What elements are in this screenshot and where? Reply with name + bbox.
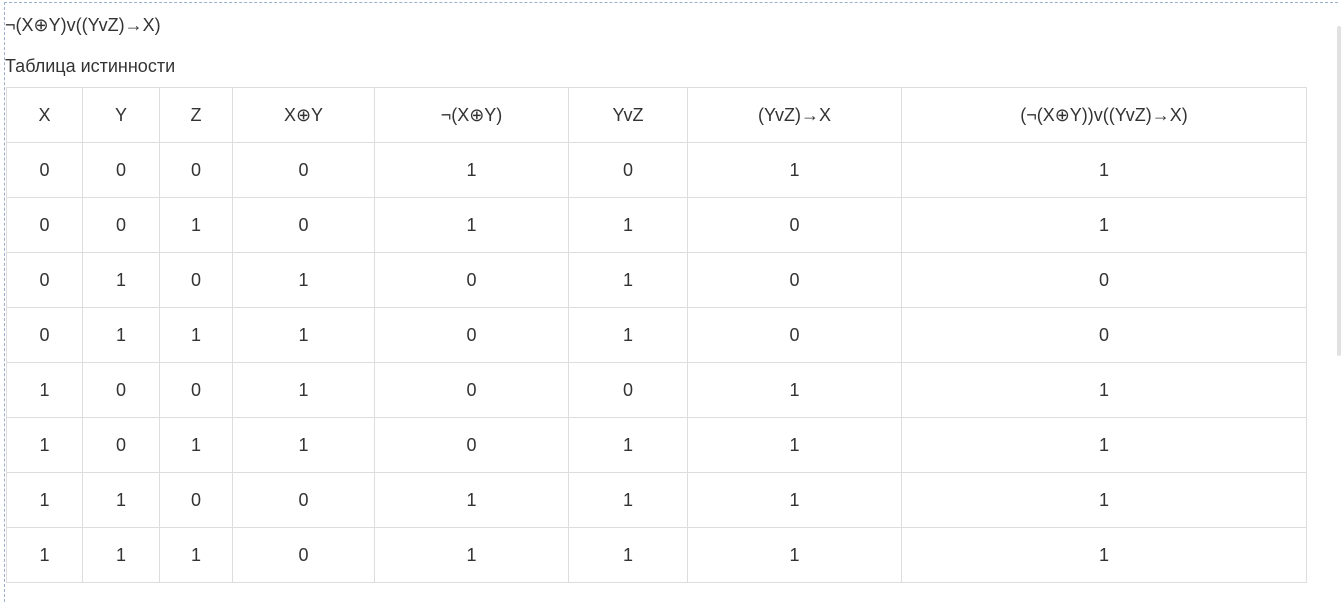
table-cell: 0 xyxy=(568,362,688,418)
header-cell: ¬(X⊕Y) xyxy=(374,87,569,143)
table-cell: 0 xyxy=(232,527,375,583)
table-cell: 0 xyxy=(374,307,569,363)
table-cell: 1 xyxy=(568,472,688,528)
header-cell: X⊕Y xyxy=(232,87,375,143)
table-row: 1 0 0 1 0 0 1 1 xyxy=(6,362,1307,418)
table-cell: 1 xyxy=(374,527,569,583)
table-cell: 1 xyxy=(568,197,688,253)
table-cell: 0 xyxy=(82,417,160,473)
table-cell: 1 xyxy=(687,362,902,418)
table-cell: 1 xyxy=(901,417,1307,473)
table-cell: 1 xyxy=(82,252,160,308)
table-row: 1 0 1 1 0 1 1 1 xyxy=(6,417,1307,473)
header-cell: Y xyxy=(82,87,160,143)
table-cell: 0 xyxy=(82,142,160,198)
table-cell: 0 xyxy=(6,142,83,198)
table-cell: 0 xyxy=(374,362,569,418)
table-cell: 1 xyxy=(6,417,83,473)
table-cell: 1 xyxy=(159,307,233,363)
table-cell: 0 xyxy=(568,142,688,198)
content-frame xyxy=(4,2,1338,602)
table-cell: 1 xyxy=(901,472,1307,528)
table-cell: 1 xyxy=(374,142,569,198)
table-cell: 1 xyxy=(568,307,688,363)
table-cell: 1 xyxy=(901,527,1307,583)
table-cell: 1 xyxy=(901,142,1307,198)
table-cell: 1 xyxy=(374,472,569,528)
table-cell: 0 xyxy=(232,472,375,528)
table-caption: Таблица истинности xyxy=(5,56,176,76)
formula-text: ¬(X⊕Y)v((YvZ)→X) xyxy=(5,15,161,35)
header-cell: Z xyxy=(159,87,233,143)
table-cell: 1 xyxy=(232,417,375,473)
table-cell: 0 xyxy=(687,307,902,363)
table-cell: 0 xyxy=(901,307,1307,363)
table-cell: 1 xyxy=(82,307,160,363)
table-cell: 0 xyxy=(159,142,233,198)
table-cell: 1 xyxy=(6,362,83,418)
table-row: 1 1 1 0 1 1 1 1 xyxy=(6,527,1307,583)
header-cell: (YvZ)→X xyxy=(687,87,902,143)
table-cell: 0 xyxy=(159,472,233,528)
table-row: 0 0 1 0 1 1 0 1 xyxy=(6,197,1307,253)
table-cell: 1 xyxy=(901,197,1307,253)
table-cell: 1 xyxy=(6,527,83,583)
table-cell: 0 xyxy=(159,252,233,308)
table-cell: 1 xyxy=(232,252,375,308)
table-row: 1 1 0 0 1 1 1 1 xyxy=(6,472,1307,528)
table-row: 0 0 0 0 1 0 1 1 xyxy=(6,142,1307,198)
table-cell: 1 xyxy=(687,527,902,583)
header-cell: (¬(X⊕Y))v((YvZ)→X) xyxy=(901,87,1307,143)
table-cell: 1 xyxy=(159,417,233,473)
header-cell: X xyxy=(6,87,83,143)
table-cell: 0 xyxy=(6,252,83,308)
table-cell: 1 xyxy=(232,307,375,363)
table-cell: 0 xyxy=(6,197,83,253)
table-cell: 0 xyxy=(82,197,160,253)
table-header-row: X Y Z X⊕Y ¬(X⊕Y) YvZ (YvZ)→X (¬(X⊕Y))v((… xyxy=(6,87,1307,143)
table-cell: 0 xyxy=(687,197,902,253)
table-cell: 1 xyxy=(232,362,375,418)
table-cell: 1 xyxy=(159,197,233,253)
table-cell: 0 xyxy=(374,252,569,308)
table-cell: 0 xyxy=(82,362,160,418)
table-cell: 1 xyxy=(687,472,902,528)
table-cell: 1 xyxy=(568,417,688,473)
table-cell: 1 xyxy=(687,417,902,473)
table-cell: 0 xyxy=(901,252,1307,308)
table-cell: 0 xyxy=(159,362,233,418)
table-cell: 1 xyxy=(82,527,160,583)
table-row: 0 1 1 1 0 1 0 0 xyxy=(6,307,1307,363)
table-cell: 0 xyxy=(232,142,375,198)
table-cell: 1 xyxy=(6,472,83,528)
table-cell: 0 xyxy=(232,197,375,253)
table-cell: 1 xyxy=(82,472,160,528)
header-cell: YvZ xyxy=(568,87,688,143)
table-cell: 1 xyxy=(159,527,233,583)
table-cell: 0 xyxy=(374,417,569,473)
truth-table: X Y Z X⊕Y ¬(X⊕Y) YvZ (YvZ)→X (¬(X⊕Y))v((… xyxy=(6,87,1307,583)
table-cell: 1 xyxy=(687,142,902,198)
table-cell: 1 xyxy=(568,252,688,308)
table-cell: 1 xyxy=(901,362,1307,418)
table-row: 0 1 0 1 0 1 0 0 xyxy=(6,252,1307,308)
table-cell: 1 xyxy=(568,527,688,583)
table-cell: 1 xyxy=(374,197,569,253)
table-cell: 0 xyxy=(687,252,902,308)
table-cell: 0 xyxy=(6,307,83,363)
vertical-scrollbar[interactable] xyxy=(1337,26,1341,356)
